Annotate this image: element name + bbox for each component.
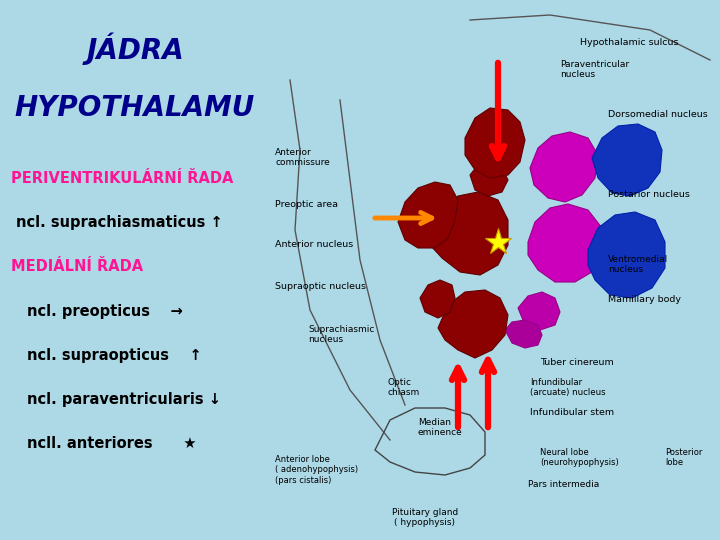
Text: Paraventricular
nucleus: Paraventricular nucleus [560, 60, 629, 79]
Text: Median
eminence: Median eminence [418, 418, 463, 437]
Polygon shape [430, 192, 508, 275]
Text: Dorsomedial nucleus: Dorsomedial nucleus [608, 110, 708, 119]
Text: ncl. paraventricularis ↓: ncl. paraventricularis ↓ [27, 392, 221, 407]
Text: MEDIÁLNÍ ŘADA: MEDIÁLNÍ ŘADA [11, 259, 143, 274]
Text: Pars intermedia: Pars intermedia [528, 480, 599, 489]
Text: Tuber cinereum: Tuber cinereum [540, 358, 613, 367]
Text: HYPOTHALAMU: HYPOTHALAMU [15, 94, 255, 122]
Text: Anterior
commissure: Anterior commissure [275, 148, 330, 167]
Text: ncl. supraopticus    ↑: ncl. supraopticus ↑ [27, 348, 202, 363]
Polygon shape [530, 132, 598, 202]
Text: Supraoptic nucleus: Supraoptic nucleus [275, 282, 366, 291]
Text: Ventromedial
nucleus: Ventromedial nucleus [608, 255, 668, 274]
Text: JÁDRA: JÁDRA [86, 32, 184, 65]
Polygon shape [588, 212, 665, 298]
Polygon shape [438, 290, 508, 358]
Polygon shape [465, 108, 525, 178]
Text: Mamillary body: Mamillary body [608, 295, 681, 304]
Text: ncl. preopticus    →: ncl. preopticus → [27, 303, 183, 319]
Text: Pituitary gland
( hypophysis): Pituitary gland ( hypophysis) [392, 508, 458, 528]
Polygon shape [592, 124, 662, 196]
Polygon shape [518, 292, 560, 330]
Text: Hypothalamic sulcus: Hypothalamic sulcus [580, 38, 678, 47]
Text: Optic
chiasm: Optic chiasm [388, 378, 420, 397]
Polygon shape [420, 280, 455, 318]
Text: Infundibular stem: Infundibular stem [530, 408, 614, 417]
Text: Postarior nucleus: Postarior nucleus [608, 190, 690, 199]
Text: ncll. anteriores      ★: ncll. anteriores ★ [27, 436, 197, 451]
Text: Posterior
lobe: Posterior lobe [665, 448, 703, 468]
Polygon shape [505, 320, 542, 348]
Text: ncl. suprachiasmaticus ↑: ncl. suprachiasmaticus ↑ [16, 215, 223, 230]
Text: Infundibular
(arcuate) nucleus: Infundibular (arcuate) nucleus [530, 378, 606, 397]
Polygon shape [470, 162, 508, 196]
Text: Suprachiasmic
nucleus: Suprachiasmic nucleus [308, 325, 374, 345]
Text: Preoptic area: Preoptic area [275, 200, 338, 209]
Text: Anterior nucleus: Anterior nucleus [275, 240, 354, 249]
Text: PERIVENTRIKULÁRNÍ ŘADA: PERIVENTRIKULÁRNÍ ŘADA [11, 171, 233, 186]
Text: Neural lobe
(neurohypophysis): Neural lobe (neurohypophysis) [540, 448, 618, 468]
Polygon shape [528, 204, 602, 282]
Polygon shape [398, 182, 458, 248]
Text: Anterior lobe
( adenohypophysis)
(pars cistalis): Anterior lobe ( adenohypophysis) (pars c… [275, 455, 358, 485]
